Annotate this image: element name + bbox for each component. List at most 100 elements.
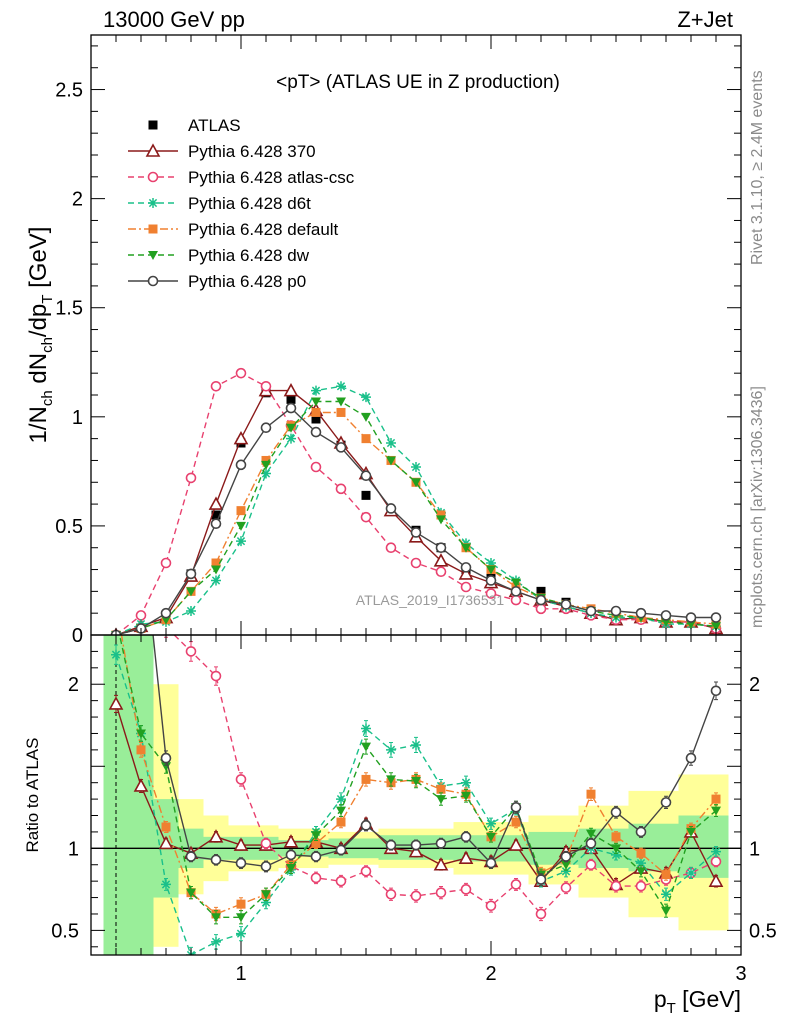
data-point: [208, 496, 224, 510]
x-axis-label: pT [GeV]: [654, 986, 741, 1017]
data-point: [211, 913, 221, 923]
data-point: [235, 774, 247, 785]
data-point: [211, 936, 221, 947]
data-point: [660, 610, 672, 621]
data-point: [335, 442, 347, 453]
data-point: [261, 460, 271, 470]
data-point: [111, 615, 121, 624]
data-point: [436, 515, 446, 525]
data-point: [210, 670, 222, 682]
data-point: [508, 837, 524, 851]
y-tick-label: 0: [72, 625, 83, 647]
header-right: Z+Jet: [677, 7, 733, 32]
data-point: [186, 587, 196, 597]
data-point: [161, 822, 171, 832]
data-point: [261, 890, 271, 900]
data-point: [535, 603, 547, 615]
series-p0: [110, 402, 722, 635]
data-point: [386, 744, 396, 755]
ratio-y-tick-label-right: 1: [749, 838, 760, 860]
legend-item-ATLAS: ATLAS: [148, 116, 241, 135]
data-point: [261, 455, 271, 465]
data-point: [460, 884, 472, 895]
data-point: [411, 478, 421, 488]
data-point: [560, 599, 572, 610]
data-point: [311, 414, 321, 424]
data-point: [361, 434, 371, 444]
legend-marker: [148, 251, 158, 260]
data-point: [635, 826, 647, 838]
data-point: [460, 831, 472, 843]
data-point: [386, 456, 396, 466]
data-point: [286, 864, 296, 874]
ratio-y-tick-label-left: 1: [68, 838, 79, 860]
data-point: [485, 588, 497, 599]
data-point: [112, 516, 121, 525]
data-point: [285, 849, 297, 861]
error-bar: [114, 591, 118, 613]
data-point: [385, 888, 397, 900]
data-point: [360, 820, 372, 831]
data-point: [236, 913, 246, 923]
data-point: [660, 797, 672, 808]
data-point: [336, 407, 346, 417]
data-point: [385, 503, 397, 514]
data-point: [560, 851, 572, 862]
data-point: [686, 827, 696, 837]
data-point: [611, 849, 621, 860]
data-point: [361, 742, 371, 752]
legend-item-atlas_csc: Pythia 6.428 atlas-csc: [128, 168, 355, 187]
y-axis-label-main: 1/Nch dNch/dpT [GeV]: [25, 227, 56, 444]
data-point: [711, 806, 721, 816]
data-point: [210, 518, 222, 530]
data-point: [585, 859, 597, 871]
data-point: [260, 838, 272, 849]
error-bar: [114, 608, 118, 629]
legend-item-p370: Pythia 6.428 370: [128, 142, 316, 161]
data-point: [136, 745, 146, 755]
main-series-group: [110, 367, 724, 635]
legend-marker: [148, 120, 158, 130]
data-point: [311, 385, 321, 396]
data-point: [386, 438, 396, 448]
data-point: [360, 511, 372, 523]
data-point: [436, 510, 446, 520]
ratio-y-tick-label-left: 0.5: [51, 920, 79, 942]
data-point: [286, 433, 296, 444]
series-dw: [111, 608, 721, 925]
data-point: [535, 908, 547, 920]
data-point: [510, 594, 522, 606]
data-point: [335, 483, 347, 495]
data-point: [236, 506, 246, 516]
x-tick-label: 2: [485, 963, 496, 985]
y-tick-label: 1.5: [55, 298, 83, 320]
data-point: [686, 867, 696, 878]
data-point: [235, 367, 247, 379]
data-point: [112, 516, 121, 525]
data-point: [310, 872, 322, 884]
data-point: [185, 472, 197, 484]
data-point: [485, 857, 497, 869]
legend-label: Pythia 6.428 p0: [188, 272, 306, 291]
data-point: [311, 831, 321, 841]
chart-title: <pT> (ATLAS UE in Z production): [276, 72, 560, 93]
data-point: [635, 880, 647, 892]
data-point: [160, 752, 172, 764]
error-bar: [114, 507, 118, 533]
legend-label: Pythia 6.428 atlas-csc: [188, 168, 355, 187]
data-point: [236, 536, 246, 547]
data-point: [283, 834, 299, 848]
legend-item-d6t: Pythia 6.428 d6t: [128, 194, 311, 213]
legend-marker: [148, 224, 158, 234]
data-point: [435, 887, 447, 898]
data-point: [335, 875, 347, 887]
data-point: [710, 685, 722, 697]
data-point: [661, 889, 671, 900]
data-point: [260, 422, 272, 434]
data-point: [310, 461, 322, 473]
data-point: [708, 873, 724, 887]
legend-marker: [147, 275, 159, 287]
y-tick-label: 2: [72, 189, 83, 211]
data-point: [112, 598, 121, 607]
